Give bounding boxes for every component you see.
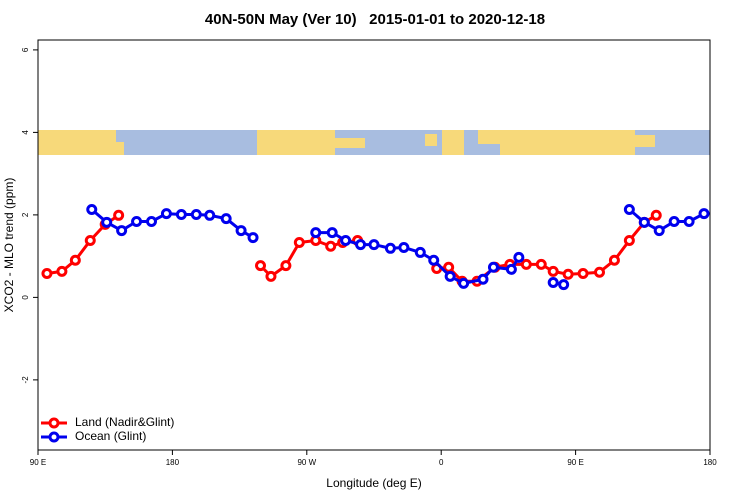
legend-label: Ocean (Glint) (75, 429, 146, 443)
x-tick-label: 0 (439, 458, 444, 467)
data-point (255, 260, 267, 272)
x-tick-label: 90 E (30, 458, 46, 467)
data-point (247, 232, 259, 244)
y-tick-label: -2 (21, 376, 30, 384)
data-point (101, 216, 113, 228)
legend-marker (48, 431, 60, 443)
data-point (593, 266, 605, 278)
plot-frame (37, 39, 711, 451)
data-point (608, 254, 620, 266)
land-area (38, 130, 116, 155)
land-area (442, 130, 464, 155)
data-point (650, 209, 662, 221)
y-tick-label: 0 (21, 295, 30, 300)
x-tick-label: 180 (703, 458, 717, 467)
x-tick-label: 180 (166, 458, 180, 467)
data-point (623, 234, 635, 246)
data-point (368, 239, 380, 251)
data-point (535, 258, 547, 270)
y-tick-label: 6 (21, 47, 30, 52)
x-tick-label: 90 W (297, 458, 316, 467)
legend-marker (48, 417, 60, 429)
data-point (505, 263, 517, 275)
land-area (478, 130, 500, 144)
chart-title: 40N-50N May (Ver 10) 2015-01-01 to 2020-… (205, 11, 545, 28)
data-point (428, 254, 440, 266)
data-point (577, 267, 589, 279)
data-point (204, 209, 216, 221)
data-point (131, 215, 143, 227)
data-point (175, 208, 187, 220)
y-tick-label: 2 (21, 212, 30, 217)
series-line (90, 208, 705, 287)
data-point (683, 215, 695, 227)
data-point (520, 258, 532, 270)
data-point (310, 227, 322, 239)
data-point (398, 241, 410, 253)
data-point (41, 267, 53, 279)
data-point (113, 209, 125, 221)
data-point (340, 234, 352, 246)
data-point (477, 273, 489, 285)
legend-label: Land (Nadir&Glint) (75, 415, 174, 429)
data-point (698, 208, 710, 220)
land-area (257, 130, 335, 155)
data-point (444, 270, 456, 282)
x-axis-label: Longitude (deg E) (326, 476, 421, 490)
data-point (220, 213, 232, 225)
data-point (562, 268, 574, 280)
data-point (293, 237, 305, 249)
data-point (326, 227, 338, 239)
land-area (116, 142, 124, 155)
data-point (547, 265, 559, 277)
data-point (325, 240, 337, 252)
data-point (384, 242, 396, 254)
data-point (56, 265, 68, 277)
map-strip (38, 130, 710, 155)
data-point (414, 246, 426, 258)
data-point (638, 216, 650, 228)
data-point (86, 204, 98, 216)
y-axis-label: XCO2 - MLO trend (ppm) (2, 178, 16, 313)
data-point (355, 239, 367, 251)
data-point (458, 277, 470, 289)
y-tick-label: 4 (21, 130, 30, 135)
data-point (265, 270, 277, 282)
x-tick-label: 90 E (567, 458, 583, 467)
data-point (487, 261, 499, 273)
data-point (558, 279, 570, 291)
land-area (635, 135, 655, 147)
data-point (653, 225, 665, 237)
data-point (190, 208, 202, 220)
data-point (160, 208, 172, 220)
data-point (513, 251, 525, 263)
data-point (84, 234, 96, 246)
data-point (547, 277, 559, 289)
land-area (425, 134, 437, 146)
data-point (668, 215, 680, 227)
data-point (280, 260, 292, 272)
data-point (145, 215, 157, 227)
data-point (69, 254, 81, 266)
land-area (500, 130, 635, 155)
land-area (335, 138, 365, 148)
data-point (116, 225, 128, 237)
data-point (623, 204, 635, 216)
data-point (235, 225, 247, 237)
